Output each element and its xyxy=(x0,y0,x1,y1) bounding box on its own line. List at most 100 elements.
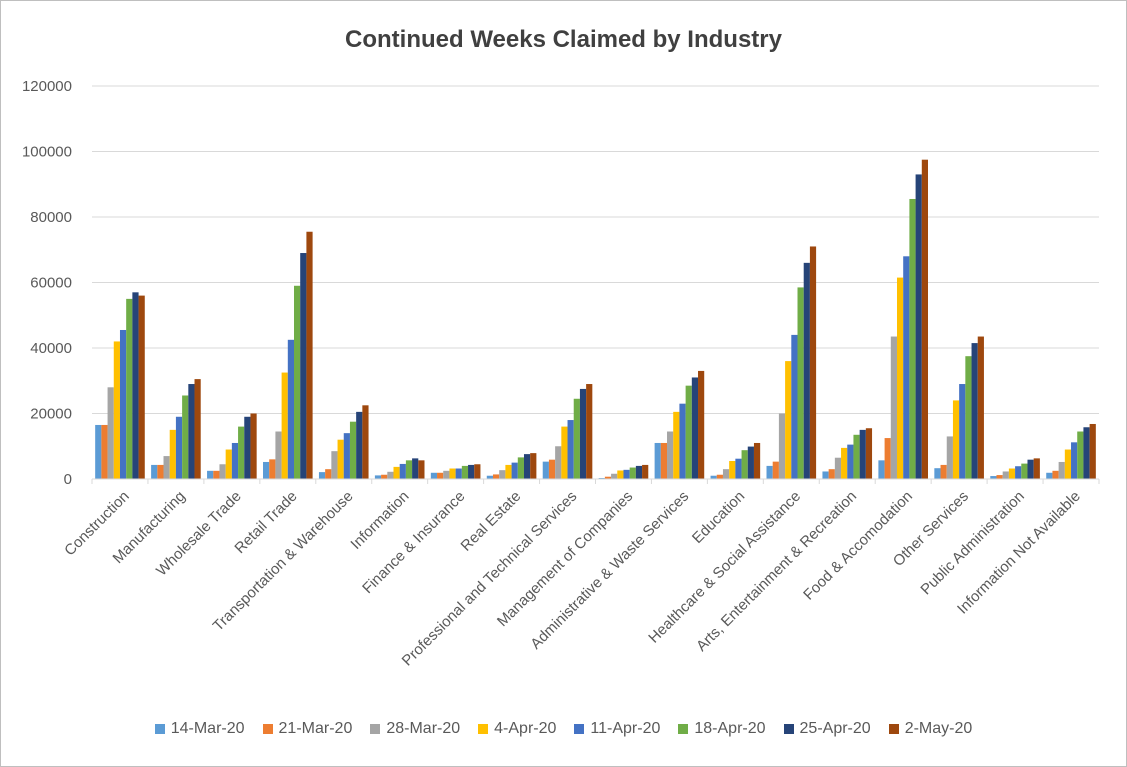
bar xyxy=(865,428,873,479)
bar xyxy=(530,453,537,479)
bar xyxy=(567,420,574,479)
bar xyxy=(1071,442,1078,479)
bar xyxy=(915,174,922,480)
bar xyxy=(747,446,754,479)
bar xyxy=(306,231,313,479)
bar xyxy=(710,475,717,479)
bar xyxy=(1058,461,1065,479)
legend-item: 18-Apr-20 xyxy=(678,720,766,738)
legend-swatch xyxy=(478,724,489,734)
legend-swatch xyxy=(370,724,381,734)
bar xyxy=(660,442,668,479)
bar xyxy=(555,446,562,479)
bar xyxy=(132,292,139,479)
bar xyxy=(803,262,810,479)
bar xyxy=(1064,449,1072,479)
bar xyxy=(884,438,891,479)
bar xyxy=(809,246,817,479)
legend-swatch xyxy=(678,724,689,734)
legend-item: 4-Apr-20 xyxy=(478,720,556,738)
bar xyxy=(1027,459,1034,479)
bar xyxy=(946,436,953,479)
bar xyxy=(374,475,382,479)
legend-item: 2-May-20 xyxy=(888,720,973,738)
bar xyxy=(95,424,102,479)
bar xyxy=(213,470,220,479)
y-tick-label: 0 xyxy=(64,471,72,488)
bar xyxy=(492,474,500,479)
bar xyxy=(965,356,972,479)
bar xyxy=(722,469,730,479)
bar xyxy=(505,464,512,479)
legend-item: 14-Mar-20 xyxy=(154,720,245,738)
bar xyxy=(778,413,786,479)
bar xyxy=(1021,463,1028,479)
bar xyxy=(331,451,338,479)
bar xyxy=(412,458,419,479)
legend-item: 28-Mar-20 xyxy=(370,720,460,738)
bar xyxy=(169,429,176,479)
bar xyxy=(903,256,910,479)
bar xyxy=(175,416,183,479)
bar xyxy=(318,472,326,479)
bar xyxy=(250,413,257,479)
bar xyxy=(679,403,686,479)
bar xyxy=(940,464,947,479)
bar xyxy=(797,287,804,479)
y-tick-label: 20000 xyxy=(30,406,72,423)
gridlines xyxy=(92,85,1099,414)
bar xyxy=(499,470,506,479)
bar xyxy=(523,454,531,479)
bar xyxy=(561,426,568,479)
legend-label: 25-Apr-20 xyxy=(799,720,871,737)
bar xyxy=(753,442,761,479)
y-tick-label: 80000 xyxy=(30,209,72,226)
bar xyxy=(834,457,842,479)
legend-label: 28-Mar-20 xyxy=(386,720,461,737)
bars xyxy=(95,159,1096,480)
bar xyxy=(971,343,978,479)
bar xyxy=(381,474,388,479)
bar xyxy=(977,336,984,479)
bar xyxy=(698,370,705,479)
bar xyxy=(474,464,481,479)
bar xyxy=(990,476,997,479)
bar xyxy=(511,462,518,479)
y-tick-label: 120000 xyxy=(22,78,72,95)
bar xyxy=(909,198,916,480)
bar xyxy=(878,460,885,479)
x-category-label: Public Administration xyxy=(917,488,1027,598)
bar xyxy=(741,450,748,479)
bar xyxy=(356,411,363,479)
bar xyxy=(300,253,307,479)
bar xyxy=(934,468,941,479)
bar xyxy=(219,464,226,479)
bar xyxy=(387,471,394,479)
bar xyxy=(691,377,699,479)
bar xyxy=(126,298,133,479)
bar xyxy=(1077,431,1084,479)
x-axis xyxy=(91,478,1100,484)
y-tick-label: 40000 xyxy=(30,340,72,357)
bar xyxy=(349,421,357,479)
bar xyxy=(896,277,904,479)
x-category-label: Education xyxy=(689,488,748,547)
bar xyxy=(269,459,276,479)
bar xyxy=(548,459,556,479)
bar xyxy=(461,465,469,479)
bar xyxy=(890,336,897,479)
legend-label: 2-May-20 xyxy=(904,720,973,737)
bar xyxy=(623,469,630,479)
bar xyxy=(399,463,406,479)
bar xyxy=(405,460,413,479)
bar xyxy=(163,456,170,479)
bar xyxy=(735,458,742,479)
legend-swatch xyxy=(888,724,899,734)
bar xyxy=(853,434,860,479)
y-tick-label: 60000 xyxy=(30,275,72,292)
legend-item: 25-Apr-20 xyxy=(783,720,871,738)
bar xyxy=(635,465,643,479)
